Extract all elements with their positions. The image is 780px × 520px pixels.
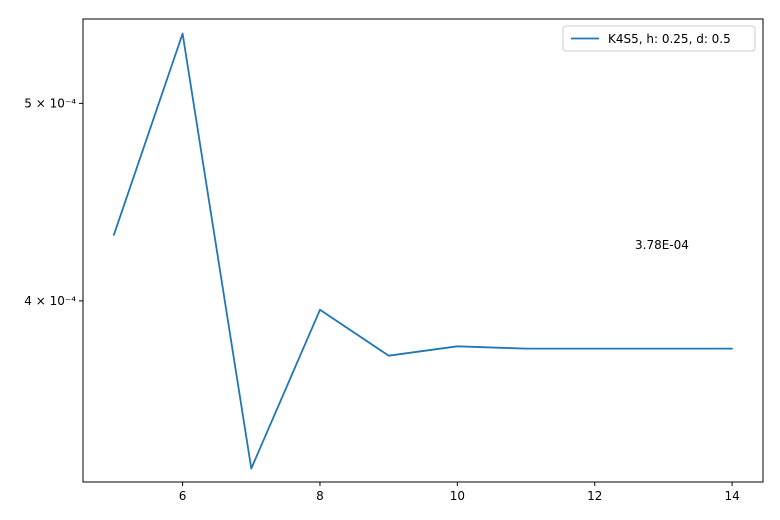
y-tick-label: 4 × 10⁻⁴: [24, 294, 76, 308]
x-tick-label: 8: [316, 489, 324, 503]
x-tick-label: 14: [724, 489, 739, 503]
annotation-label: 3.78E-04: [635, 238, 689, 252]
legend-label: K4S5, h: 0.25, d: 0.5: [608, 32, 731, 46]
x-tick-label: 12: [587, 489, 602, 503]
x-axis: 6 8 10 12 14: [179, 482, 740, 503]
plot-area: 6 8 10 12 14 4 × 10⁻⁴ 5 × 10⁻⁴: [24, 18, 764, 503]
series-layer: [113, 32, 733, 470]
x-tick-label: 10: [450, 489, 465, 503]
legend-box: [562, 25, 756, 52]
plot-frame: [82, 18, 764, 483]
y-axis: 4 × 10⁻⁴ 5 × 10⁻⁴: [24, 96, 83, 308]
legend: K4S5, h: 0.25, d: 0.5: [562, 25, 756, 52]
y-tick-label: 5 × 10⁻⁴: [24, 96, 76, 110]
series-line: [113, 32, 733, 470]
x-tick-label: 6: [179, 489, 187, 503]
